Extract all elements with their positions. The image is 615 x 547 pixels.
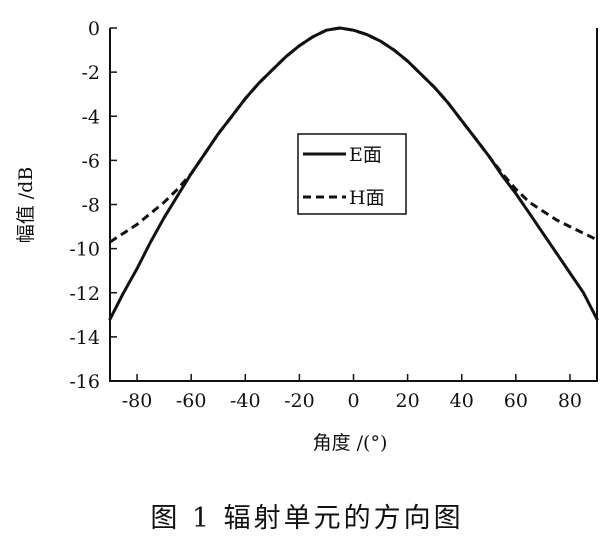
y-axis-ticks: 0 -2 -4 -6 -8 -10 -12 -14 -16 <box>69 18 117 393</box>
x-tick-label: 0 <box>347 390 359 412</box>
y-tick-label: -2 <box>81 62 100 84</box>
x-tick-label: 20 <box>396 390 420 412</box>
x-axis-ticks: -80 -60 -40 -20 0 20 40 60 80 <box>122 374 582 412</box>
y-tick-label: -12 <box>69 283 100 305</box>
y-tick-label: -6 <box>81 150 100 172</box>
y-tick-label: -10 <box>69 239 100 261</box>
legend-label-e-plane: E面 <box>349 144 382 166</box>
legend-label-h-plane: H面 <box>349 187 385 209</box>
x-tick-label: -40 <box>230 390 261 412</box>
y-tick-label: -16 <box>69 371 100 393</box>
y-tick-label: -4 <box>81 106 100 128</box>
figure-caption: 图 1 辐射单元的方向图 <box>150 503 463 534</box>
legend: E面 H面 <box>297 133 407 215</box>
series-h-plane-line <box>109 26 598 244</box>
x-tick-label: -20 <box>284 390 315 412</box>
x-tick-label: 80 <box>558 390 582 412</box>
legend-box <box>297 133 407 215</box>
plot-area: -80 -60 -40 -20 0 20 40 60 80 0 -2 -4 -6 -8 -10 -12 -14… <box>69 18 599 412</box>
series-layer <box>108 26 599 321</box>
y-tick-label: 0 <box>88 18 100 40</box>
x-tick-label: -80 <box>122 390 153 412</box>
y-axis-title: 幅值 /dB <box>15 167 37 244</box>
y-tick-label: -14 <box>69 327 100 349</box>
y-tick-label: -8 <box>81 195 100 217</box>
x-tick-label: -60 <box>176 390 207 412</box>
x-tick-label: 60 <box>504 390 528 412</box>
x-axis-title: 角度 /(°) <box>313 432 388 454</box>
x-tick-label: 40 <box>450 390 474 412</box>
